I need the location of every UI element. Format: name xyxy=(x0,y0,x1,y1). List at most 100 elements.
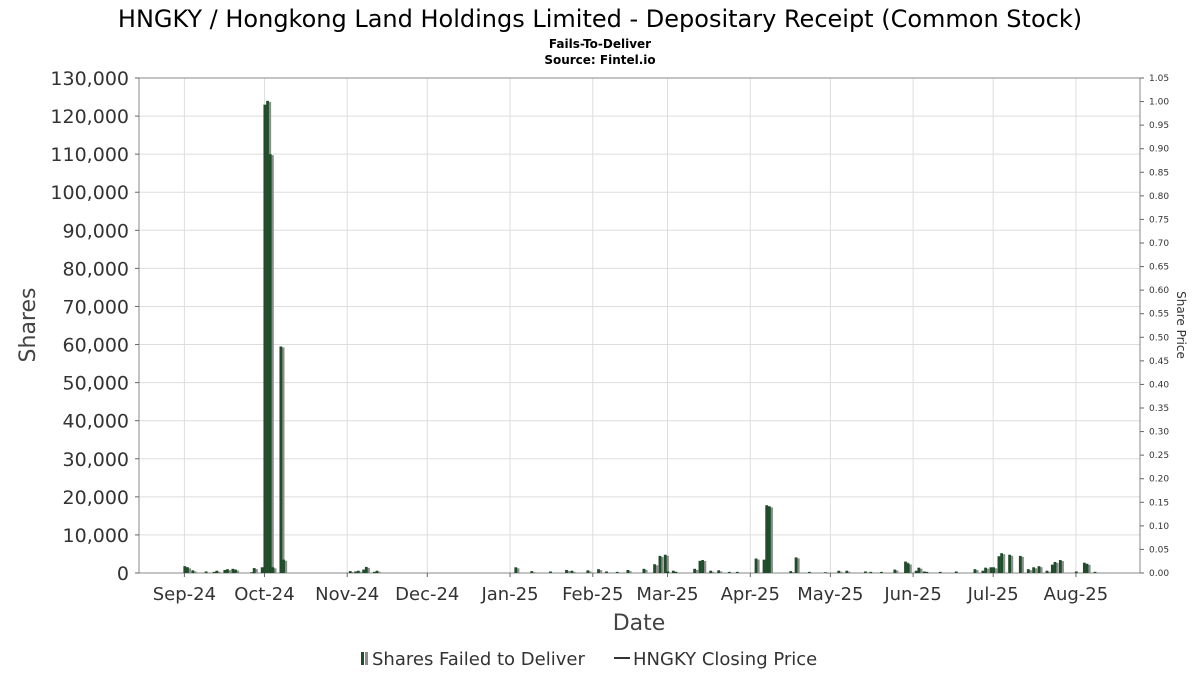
y-axis-ticks: 0 10,000 20,000 30,000 40,000 50,000 60,000 70,… xyxy=(50,68,139,585)
ftd-bar xyxy=(1018,555,1022,573)
plot-area-frame xyxy=(138,77,1141,574)
ftd-bar xyxy=(271,567,275,573)
y2-tick-label: 0.85 xyxy=(1149,168,1169,178)
ftd-bar xyxy=(997,556,1001,573)
ftd-bar xyxy=(984,567,987,573)
y-tick-label: 90,000 xyxy=(63,220,129,242)
y-tick-label: 130,000 xyxy=(50,68,129,90)
bar-shadow xyxy=(810,572,814,574)
y2-tick-label: 0.55 xyxy=(1149,310,1169,320)
bar-shadow xyxy=(719,571,723,573)
ftd-bar xyxy=(765,505,769,573)
bar-shadow xyxy=(661,556,664,573)
ftd-bar xyxy=(767,506,771,573)
ftd-bar xyxy=(260,567,264,573)
y-tick-label: 10,000 xyxy=(63,525,129,547)
ftd-bar xyxy=(663,554,667,573)
y-tick-label: 60,000 xyxy=(63,335,129,357)
ftd-bar xyxy=(754,558,758,573)
chart-title: HNGKY / Hongkong Land Holdings Limited -… xyxy=(118,5,1082,33)
bar-shadow xyxy=(551,572,555,573)
bar-shadow xyxy=(588,571,592,573)
ftd-bar xyxy=(183,566,187,573)
y2-tick-label: 1.05 xyxy=(1149,74,1169,84)
ftd-bar xyxy=(674,571,678,573)
ftd-bar xyxy=(364,566,368,573)
y-tick-label: 110,000 xyxy=(50,144,129,166)
y2-tick-label: 0.80 xyxy=(1149,192,1169,202)
ftd-bar xyxy=(794,557,798,573)
ftd-bar xyxy=(605,571,608,573)
bar-shadow xyxy=(909,564,912,573)
ftd-bar xyxy=(372,571,376,573)
y-tick-label: 100,000 xyxy=(50,182,129,204)
ftd-bar xyxy=(626,569,630,573)
bar-shadow xyxy=(281,347,285,573)
ftd-bar xyxy=(1058,560,1062,573)
bar-shadow xyxy=(666,555,669,573)
bar-shadow xyxy=(1061,561,1064,573)
bar-shadow xyxy=(273,568,277,573)
bar-shadow xyxy=(1040,567,1043,573)
bar-shadow xyxy=(711,571,715,573)
ftd-bar xyxy=(973,569,977,573)
bar-shadow xyxy=(572,571,576,573)
ftd-bar xyxy=(1032,567,1036,573)
ftd-bar xyxy=(824,572,827,573)
bar-shadow xyxy=(882,572,886,574)
bar-shadow xyxy=(986,568,990,573)
ftd-bar xyxy=(671,570,675,573)
bar-shadow xyxy=(271,155,274,573)
ftd-bar xyxy=(864,571,867,573)
y2-tick-label: 0.35 xyxy=(1149,404,1169,414)
ftd-bar xyxy=(570,570,574,573)
ftd-bar xyxy=(1008,554,1012,573)
bar-shadow xyxy=(252,573,256,574)
y2-tick-label: 0.25 xyxy=(1149,451,1169,461)
y2-tick-label: 0.65 xyxy=(1149,263,1169,273)
y2-tick-label: 0.45 xyxy=(1149,357,1169,367)
ftd-bar xyxy=(717,570,721,573)
y-tick-label: 70,000 xyxy=(63,296,129,318)
ftd-bar xyxy=(514,567,518,573)
bar-shadow xyxy=(193,571,197,573)
x-tick-label: May-25 xyxy=(797,584,863,605)
bar-shadow xyxy=(645,569,648,573)
x-tick-label: Oct-24 xyxy=(234,584,295,605)
y-tick-label: 20,000 xyxy=(63,487,129,509)
ftd-bar xyxy=(893,569,897,573)
ftd-bar xyxy=(981,570,985,573)
bar-shadow xyxy=(188,568,192,573)
legend: Shares Failed to Deliver HNGKY Closing P… xyxy=(361,649,817,670)
bar-shadow xyxy=(618,572,621,574)
ftd-bar xyxy=(263,104,267,574)
bar-shadow xyxy=(1096,572,1099,574)
bar-shadow xyxy=(866,572,870,573)
ftd-bar xyxy=(212,571,216,573)
ftd-bar xyxy=(186,567,189,573)
ftd-bar xyxy=(1026,569,1030,573)
ftd-bar xyxy=(992,567,995,573)
ftd-bar xyxy=(268,154,272,573)
y2-tick-label: 0.15 xyxy=(1149,498,1169,508)
x-tick-label: Jan-25 xyxy=(480,584,538,605)
bar-shadow xyxy=(757,559,760,573)
ftd-bar xyxy=(615,571,619,573)
ftd-bar xyxy=(1085,563,1089,573)
bar-shadow xyxy=(607,572,611,573)
x-tick-label: Jul-25 xyxy=(967,584,1019,605)
ftd-bar xyxy=(698,560,702,573)
bar-shadow xyxy=(628,570,632,573)
bar-shadow xyxy=(516,568,520,573)
bar-shadow xyxy=(378,571,381,573)
ftd-bar xyxy=(191,570,195,573)
y2-tick-label: 0.05 xyxy=(1149,545,1169,555)
bar-shadow xyxy=(1021,556,1024,573)
y2-tick-label: 1.00 xyxy=(1149,98,1169,108)
bar-shadow xyxy=(1002,554,1006,573)
bar-shadow xyxy=(207,572,210,573)
ftd-bar xyxy=(250,572,253,573)
y2-tick-label: 0.70 xyxy=(1149,239,1169,249)
